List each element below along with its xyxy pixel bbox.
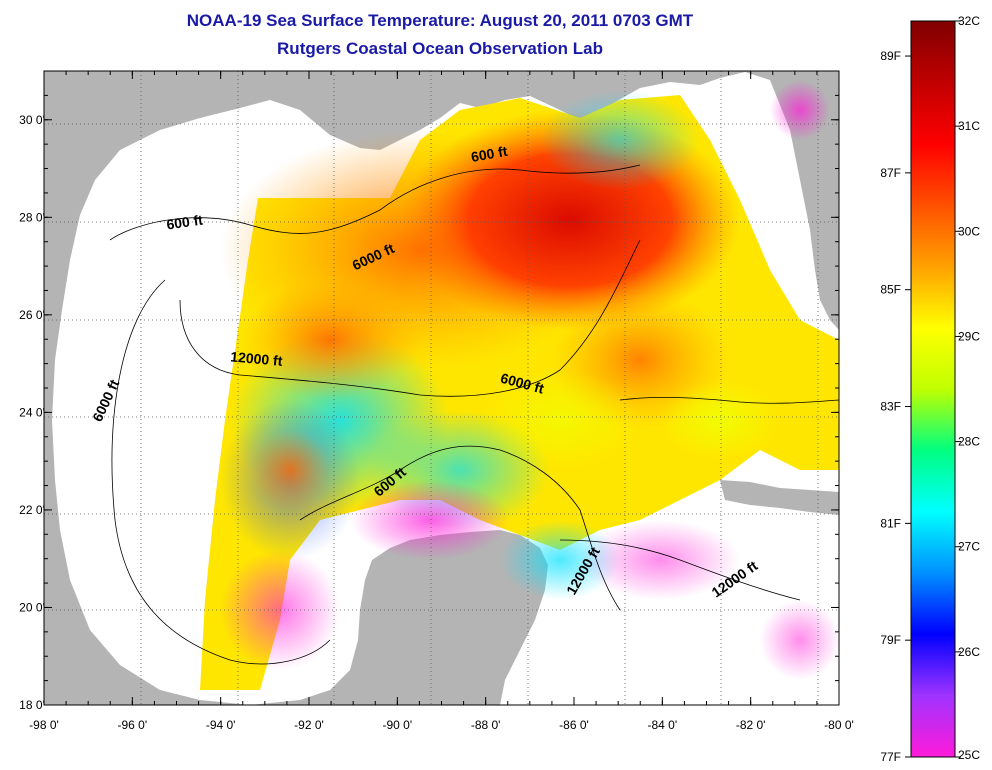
lon-tick-label: -92 0' — [294, 718, 324, 732]
celsius-label: 29C — [958, 329, 980, 343]
celsius-label: 32C — [958, 14, 980, 28]
lon-tick-label: -84 0' — [648, 718, 678, 732]
lon-tick-label: -94 0' — [206, 718, 236, 732]
graticule — [44, 71, 839, 705]
lon-tick-label: -96 0' — [118, 718, 148, 732]
lon-tick-label: -82 0' — [736, 718, 766, 732]
cuba-land — [720, 480, 839, 515]
fahrenheit-label: 83F — [880, 400, 901, 414]
contour-label: 600 ft — [470, 143, 509, 165]
celsius-label: 25C — [958, 748, 980, 762]
lat-tick-label: 18 0' — [19, 698, 45, 712]
lon-tick-label: -90 0' — [383, 718, 413, 732]
axis-ticks: -98 0' -96 0' -94 0' -92 0' -90 0' -88 0' -86 … — [19, 71, 854, 732]
map-subtitle: Rutgers Coastal Ocean Observation Lab — [277, 39, 603, 58]
celsius-label: 28C — [958, 435, 980, 449]
fahrenheit-label: 81F — [880, 516, 901, 530]
fahrenheit-label: 89F — [880, 49, 901, 63]
fahrenheit-label: 85F — [880, 283, 901, 297]
lon-tick-label: -80 0' — [824, 718, 854, 732]
lon-tick-label: -88 0' — [471, 718, 501, 732]
fahrenheit-label: 77F — [880, 750, 901, 764]
lon-tick-label: -98 0' — [29, 718, 59, 732]
lat-tick-label: 30 0' — [19, 113, 45, 127]
celsius-label: 31C — [958, 119, 980, 133]
colorbar: 32C 31C 30C 29C 28C 27C 26C 25C 89F 87F 85F 83F 81F 7… — [880, 14, 980, 764]
lat-tick-label: 20 0' — [19, 600, 45, 614]
lat-tick-label: 24 0' — [19, 405, 45, 419]
lat-tick-label: 22 0' — [19, 503, 45, 517]
map-title: NOAA-19 Sea Surface Temperature: August … — [186, 11, 694, 30]
fahrenheit-label: 79F — [880, 633, 901, 647]
contour-label: 12000 ft — [230, 348, 284, 369]
fahrenheit-label: 87F — [880, 166, 901, 180]
celsius-label: 26C — [958, 645, 980, 659]
depth-contours — [109, 164, 839, 665]
celsius-label: 27C — [958, 540, 980, 554]
contour-label: 600 ft — [165, 212, 204, 233]
lat-tick-label: 26 0' — [19, 308, 45, 322]
lat-tick-label: 28 0' — [19, 210, 45, 224]
lon-tick-label: -86 0' — [559, 718, 589, 732]
colorbar-gradient — [910, 20, 956, 758]
florida-land — [770, 71, 839, 330]
celsius-label: 30C — [958, 224, 980, 238]
